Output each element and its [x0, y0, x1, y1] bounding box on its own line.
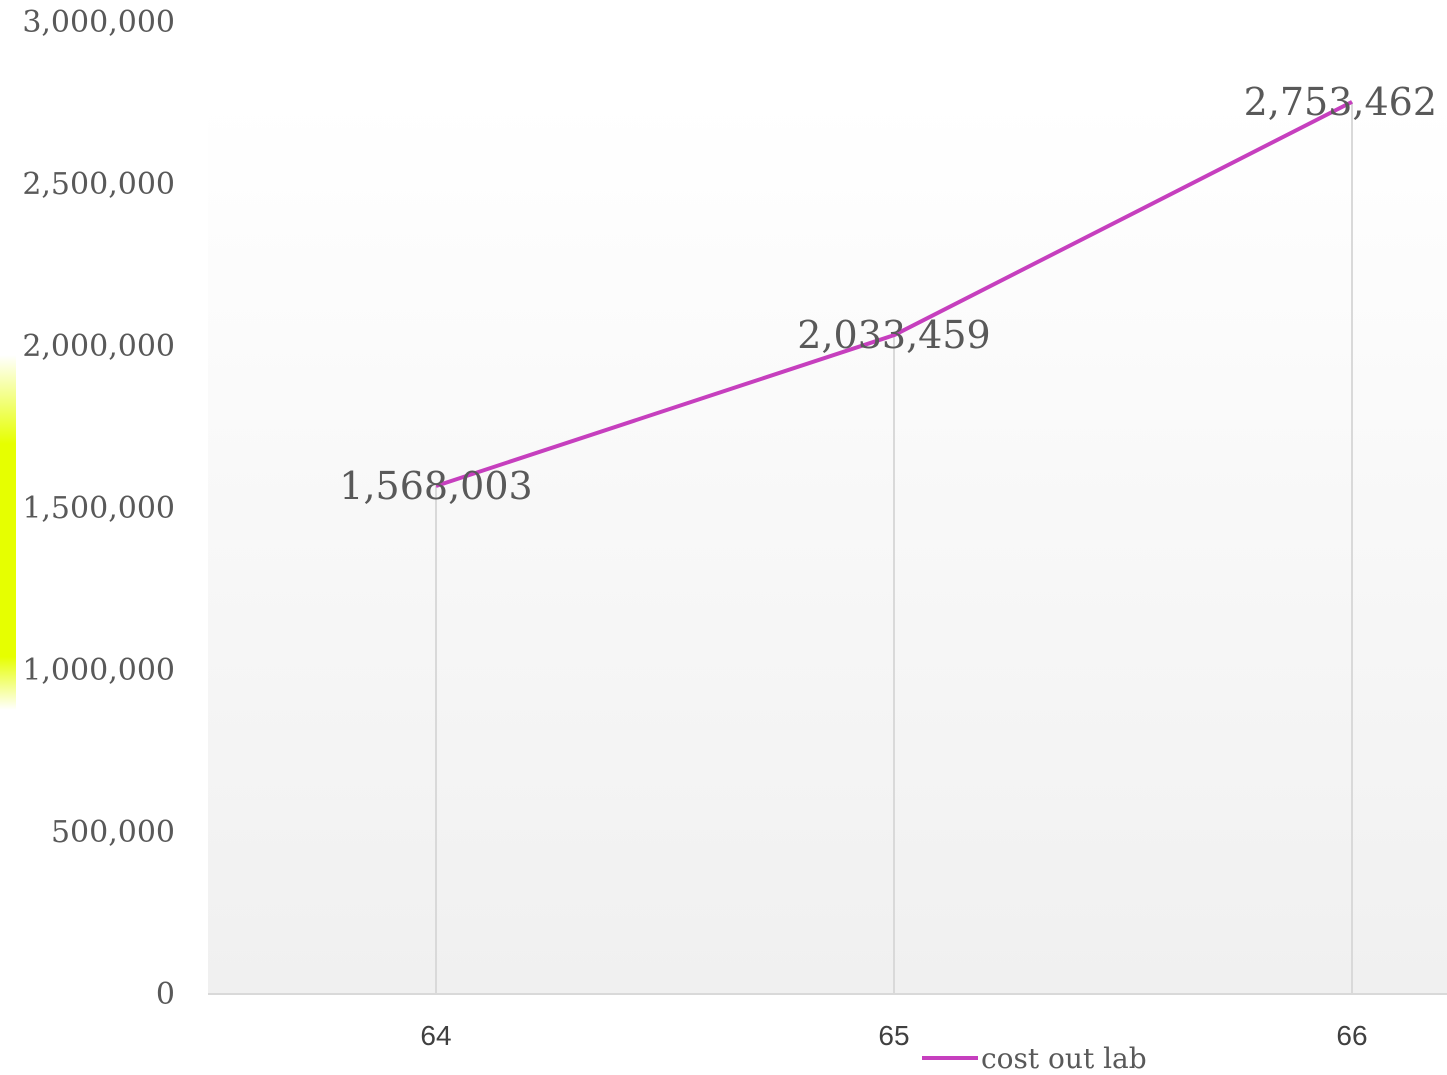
- x-tick-label: 64: [420, 1020, 451, 1051]
- legend-label: cost out lab: [981, 1042, 1147, 1075]
- y-tick-label: 3,000,000: [22, 5, 175, 40]
- data-labels: 1,568,003 2,033,459 2,753,462: [339, 80, 1437, 508]
- y-tick-label: 1,500,000: [22, 491, 175, 526]
- legend: cost out lab: [922, 1042, 1147, 1075]
- series-group: [435, 100, 1353, 488]
- x-axis: 64 65 66: [420, 1020, 1367, 1051]
- y-tick-label: 2,000,000: [22, 329, 175, 364]
- y-tick-label: 1,000,000: [22, 653, 175, 688]
- plot-area: [208, 100, 1447, 994]
- y-tick-label: 2,500,000: [22, 167, 175, 202]
- data-label: 2,033,459: [797, 313, 990, 357]
- y-tick-label: 0: [156, 977, 175, 1012]
- y-axis: 0 500,000 1,000,000 1,500,000 2,000,000 2,500…: [22, 5, 175, 1012]
- left-accent-bar: [0, 355, 16, 710]
- x-tick-label: 66: [1336, 1020, 1367, 1051]
- drop-lines: [435, 101, 1353, 994]
- x-tick-label: 65: [878, 1020, 909, 1051]
- y-tick-label: 500,000: [51, 815, 175, 850]
- data-label: 2,753,462: [1244, 80, 1437, 124]
- series-line-cost-out-lab: [435, 100, 1353, 488]
- data-label: 1,568,003: [339, 464, 532, 508]
